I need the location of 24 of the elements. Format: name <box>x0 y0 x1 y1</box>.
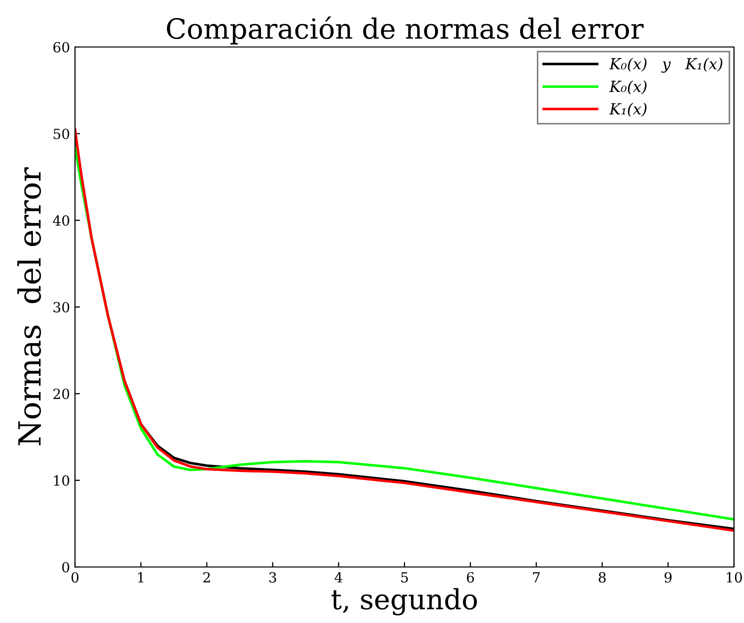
chart-title: Comparación de normas del error <box>166 16 644 44</box>
x-tick-label: 3 <box>269 572 276 583</box>
x-tick-label: 4 <box>334 572 342 582</box>
y-tick-label: 40 <box>52 215 70 226</box>
x-tick-label: 6 <box>466 572 474 583</box>
y-tick-label: 0 <box>62 562 70 572</box>
x-tick-label: 5 <box>401 572 408 583</box>
y-tick-label: 50 <box>54 128 70 140</box>
legend-label: K₀(x) y K₁(x) <box>609 58 722 73</box>
y-tick-label: 60 <box>53 42 70 52</box>
x-tick-label: 0 <box>71 572 78 583</box>
x-tick-label: 7 <box>533 572 540 582</box>
y-tick-label: 30 <box>54 302 70 312</box>
y-axis-title: Normas del error <box>17 167 41 446</box>
y-tick-label: 10 <box>54 475 70 486</box>
x-tick-label: 1 <box>138 572 144 582</box>
x-tick-label: 8 <box>598 572 606 583</box>
x-tick-label: 2 <box>203 572 210 582</box>
x-tick-label: 10 <box>726 572 742 583</box>
x-axis-title: t, segundo <box>332 588 477 616</box>
legend-label: K₁(x) <box>609 102 647 117</box>
y-tick-label: 20 <box>53 388 70 400</box>
legend-label: K₀(x) <box>609 80 647 94</box>
x-tick-label: 9 <box>664 572 672 583</box>
